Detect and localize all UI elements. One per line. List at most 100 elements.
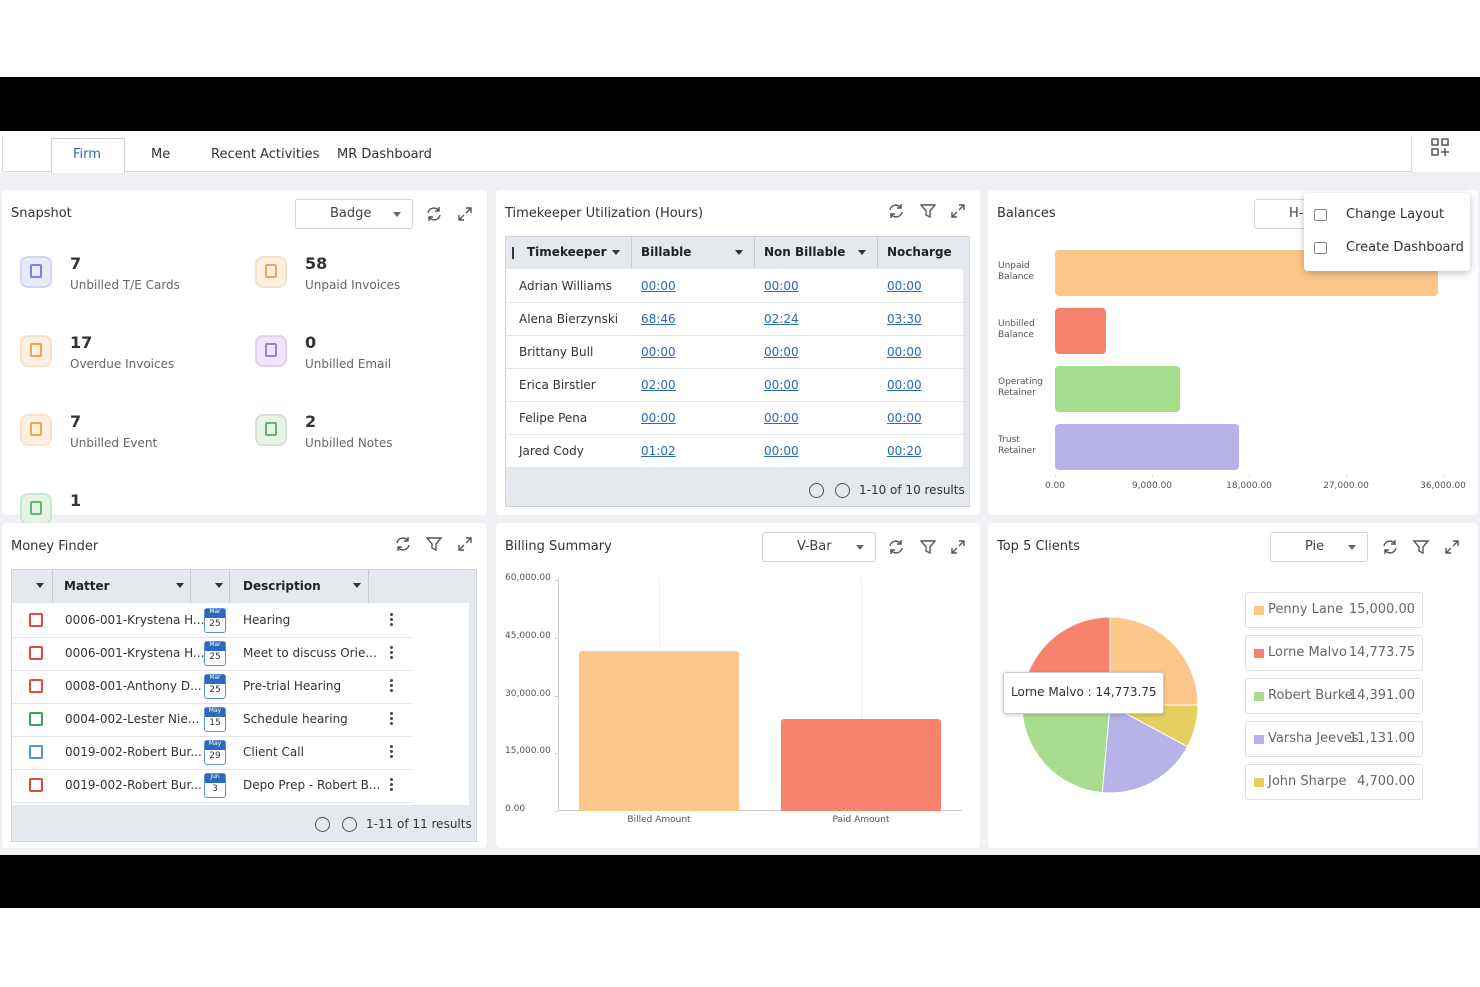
entry-type-icon — [29, 778, 43, 792]
legend-value: 11,131.00 — [1348, 731, 1415, 746]
dropdown-caret — [1348, 545, 1356, 554]
matter: 0004-002-Lester Nie... — [65, 712, 200, 726]
time-link[interactable]: 00:00 — [641, 345, 676, 359]
time-link[interactable]: 00:00 — [641, 279, 676, 293]
time-link[interactable]: 00:00 — [764, 444, 799, 458]
time-link[interactable]: 68:46 — [641, 312, 676, 326]
column-divider — [631, 237, 632, 269]
panel-title: Money Finder — [11, 539, 99, 554]
tab[interactable]: Firm — [73, 147, 101, 162]
legend-item[interactable] — [1245, 635, 1423, 671]
pager-prev[interactable] — [315, 817, 330, 832]
dropdown-value: V-Bar — [797, 539, 832, 554]
time-link[interactable]: 00:00 — [887, 345, 922, 359]
snapshot-icon-glyph — [265, 264, 277, 278]
legend-item[interactable] — [1245, 764, 1423, 800]
expand-icon[interactable] — [1443, 538, 1461, 556]
filter-icon[interactable] — [1412, 538, 1430, 556]
kebab-dot — [390, 778, 393, 781]
kebab-dot — [390, 755, 393, 758]
refresh-icon[interactable] — [425, 205, 443, 223]
menu-item[interactable]: Change Layout — [1346, 207, 1445, 222]
column-header[interactable]: Matter — [64, 579, 110, 593]
column-header[interactable]: Nocharge — [887, 245, 952, 259]
pager-next[interactable] — [835, 483, 850, 498]
add-widget-icon[interactable] — [1430, 137, 1452, 159]
legend-item[interactable] — [1245, 678, 1423, 714]
time-link[interactable]: 00:00 — [764, 411, 799, 425]
time-link[interactable]: 02:00 — [641, 378, 676, 392]
refresh-icon[interactable] — [887, 538, 905, 556]
snapshot-label: Unbilled Event — [70, 436, 158, 450]
column-header[interactable]: Description — [243, 579, 321, 593]
time-link[interactable]: 00:00 — [887, 411, 922, 425]
tab[interactable]: MR Dashboard — [337, 147, 432, 162]
time-link[interactable]: 03:30 — [887, 312, 922, 326]
tab[interactable]: Recent Activities — [211, 147, 320, 162]
kebab-dot — [390, 679, 393, 682]
column-divider — [754, 237, 755, 269]
date-month: Mar — [209, 641, 221, 648]
y-category-label: Unbilled Balance — [998, 319, 1035, 340]
refresh-icon[interactable] — [887, 202, 905, 220]
filter-icon[interactable] — [919, 538, 937, 556]
legend-item[interactable] — [1245, 592, 1423, 628]
column-header[interactable]: Billable — [641, 245, 692, 259]
date-badge-top — [205, 774, 225, 783]
legend-item[interactable] — [1245, 721, 1423, 757]
date-day: 29 — [209, 751, 221, 761]
date-month: Mar — [209, 608, 221, 615]
description: Pre-trial Hearing — [243, 679, 342, 693]
legend-value: 4,700.00 — [1357, 774, 1415, 789]
bar — [579, 651, 739, 811]
column-divider — [229, 570, 230, 603]
panel-title: Billing Summary — [505, 539, 612, 554]
snapshot-count: 7 — [70, 254, 82, 273]
time-link[interactable]: 00:00 — [887, 378, 922, 392]
time-link[interactable]: 01:02 — [641, 444, 676, 458]
time-link[interactable]: 00:20 — [887, 444, 922, 458]
bar — [781, 718, 941, 811]
x-tick-label: 9,000.00 — [1131, 481, 1173, 491]
time-link[interactable]: 00:00 — [764, 279, 799, 293]
snapshot-icon — [255, 414, 287, 446]
pager-next[interactable] — [342, 817, 357, 832]
time-link[interactable]: 00:00 — [887, 279, 922, 293]
row-divider — [506, 401, 963, 402]
expand-icon[interactable] — [456, 205, 474, 223]
y-tick-label: 0.00 — [505, 804, 526, 814]
tab[interactable]: Me — [151, 147, 171, 162]
tick-mark — [1443, 475, 1444, 478]
tick-mark — [555, 637, 558, 639]
context-menu — [1304, 193, 1470, 271]
description: Depo Prep - Robert B... — [243, 778, 381, 792]
time-link[interactable]: 00:00 — [764, 378, 799, 392]
expand-icon[interactable] — [456, 535, 474, 553]
expand-icon[interactable] — [949, 202, 967, 220]
snapshot-count: 1 — [70, 491, 82, 510]
refresh-icon[interactable] — [1381, 538, 1399, 556]
time-link[interactable]: 00:00 — [764, 345, 799, 359]
dropdown-caret — [393, 212, 401, 221]
time-link[interactable]: 02:24 — [764, 312, 799, 326]
row-divider — [12, 802, 412, 803]
date-badge-top — [205, 741, 225, 750]
date-badge-top — [205, 609, 225, 618]
expand-icon[interactable] — [949, 538, 967, 556]
refresh-icon[interactable] — [394, 535, 412, 553]
pager-prev[interactable] — [809, 483, 824, 498]
panel-title: Balances — [997, 206, 1056, 221]
column-header[interactable]: Non Billable — [764, 245, 846, 259]
kebab-dot — [390, 717, 393, 720]
entry-type-icon — [29, 712, 43, 726]
filter-icon[interactable] — [919, 202, 937, 220]
menu-item[interactable]: Create Dashboard — [1346, 240, 1464, 255]
tick-mark — [555, 811, 558, 812]
snapshot-count: 0 — [305, 333, 317, 352]
timekeeper-name: Adrian Williams — [519, 279, 612, 293]
column-header[interactable]: Timekeeper — [527, 245, 607, 259]
filter-icon[interactable] — [425, 535, 443, 553]
kebab-dot — [390, 646, 393, 649]
time-link[interactable]: 00:00 — [641, 411, 676, 425]
